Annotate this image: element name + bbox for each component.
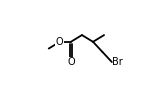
Text: Br: Br xyxy=(112,57,123,67)
Text: O: O xyxy=(56,37,64,47)
Text: O: O xyxy=(67,57,75,67)
